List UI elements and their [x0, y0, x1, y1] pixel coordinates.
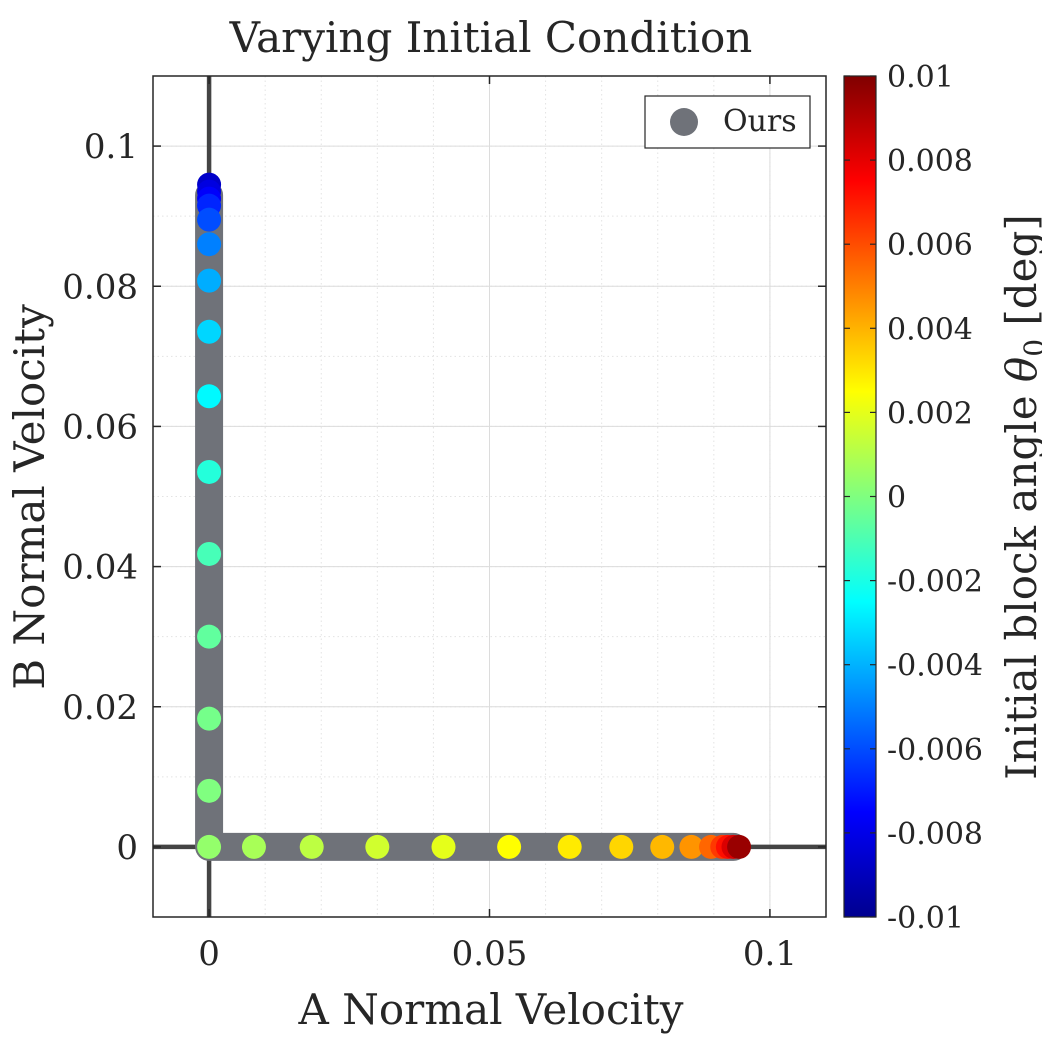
- data-point: [727, 834, 752, 859]
- y-tick-label: 0.1: [84, 127, 138, 167]
- colorbar-label: Initial block angle θ0 [deg]: [997, 214, 1042, 780]
- legend: Ours: [644, 95, 811, 149]
- data-point: [241, 834, 266, 859]
- colorbar-tick-label: 0.004: [887, 312, 973, 347]
- data-points: [197, 172, 752, 859]
- data-point: [679, 834, 704, 859]
- y-tick-label: 0.02: [62, 688, 138, 728]
- colorbar-tick-label: 0.01: [887, 60, 954, 95]
- data-point: [431, 834, 456, 859]
- data-point: [197, 834, 222, 859]
- legend-label-ours: Ours: [723, 104, 797, 139]
- data-point: [650, 834, 675, 859]
- x-axis-label: A Normal Velocity: [297, 985, 683, 1034]
- data-point: [609, 834, 634, 859]
- colorbar-tick-label: -0.01: [887, 901, 964, 936]
- data-point: [197, 207, 222, 232]
- colorbar-tick-label: 0.002: [887, 396, 973, 431]
- data-point: [197, 459, 222, 484]
- x-tick-label: 0.05: [452, 934, 528, 974]
- x-tick-label: 0.1: [743, 934, 797, 974]
- y-tick-label: 0.08: [62, 267, 138, 307]
- colorbar-tick-label: -0.002: [887, 565, 983, 600]
- axis-ticks: 0 0.05 0.1 0 0.02 0.04 0.06 0.08 0.1: [62, 76, 826, 974]
- colorbar: 0.01 0.008 0.006 0.004 0.002 0 -0.002 -0.004 -0.…: [843, 60, 1042, 936]
- y-tick-label: 0.06: [62, 407, 138, 447]
- colorbar-tick-label: -0.008: [887, 817, 983, 852]
- data-point: [197, 268, 222, 293]
- data-point: [497, 834, 522, 859]
- data-point: [299, 834, 324, 859]
- data-point: [557, 834, 582, 859]
- data-point: [197, 384, 222, 409]
- data-point: [197, 232, 222, 257]
- data-point: [197, 624, 222, 649]
- y-tick-label: 0: [116, 828, 138, 868]
- data-point: [197, 706, 222, 731]
- colorbar-tick-label: -0.006: [887, 733, 983, 768]
- x-tick-label: 0: [198, 934, 220, 974]
- colorbar-tick-label: 0.008: [887, 144, 973, 179]
- colorbar-tick-label: -0.004: [887, 649, 983, 684]
- data-point: [197, 319, 222, 344]
- colorbar-ticks: 0.01 0.008 0.006 0.004 0.002 0 -0.002 -0.004 -0.…: [844, 60, 983, 936]
- y-axis-label: B Normal Velocity: [5, 304, 54, 690]
- data-point: [197, 778, 222, 803]
- legend-marker-ours: [670, 108, 698, 136]
- chart-title: Varying Initial Condition: [229, 13, 753, 62]
- colorbar-tick-label: 0: [887, 481, 906, 516]
- colorbar-tick-label: 0.006: [887, 228, 973, 263]
- y-tick-label: 0.04: [62, 548, 138, 588]
- data-point: [365, 834, 390, 859]
- data-point: [197, 541, 222, 566]
